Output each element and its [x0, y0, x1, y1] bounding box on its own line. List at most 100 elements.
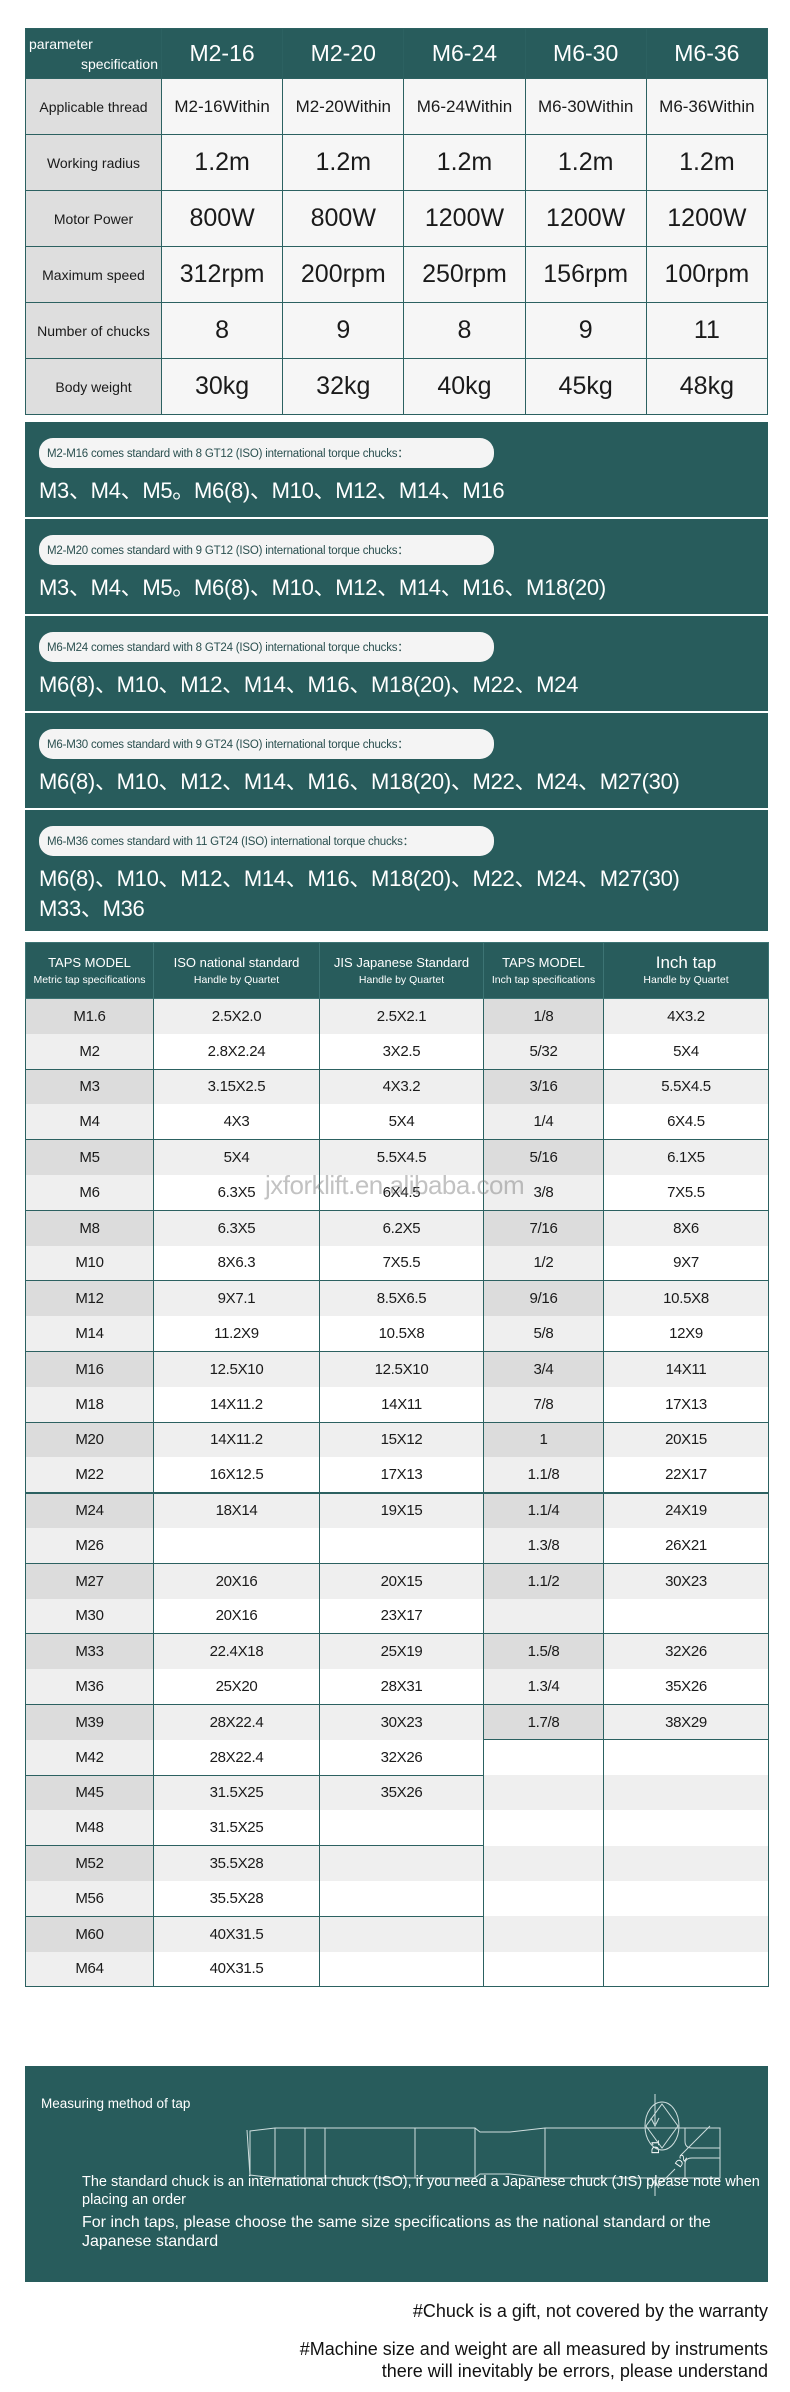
taps-row: M33 22.4X18 25X19 1.5/8 32X26 — [25, 1633, 769, 1670]
taps-cell: 2.8X2.24 — [153, 1033, 320, 1070]
spec-cell: 48kg — [645, 358, 769, 415]
spec-row: Maximum speed 312rpm 200rpm 250rpm 156rpm 100… — [25, 246, 769, 303]
taps-cell: 17X13 — [603, 1386, 769, 1423]
taps-cell: 2.5X2.0 — [153, 998, 320, 1034]
taps-cell — [483, 1810, 604, 1846]
taps-row: M2 2.8X2.24 3X2.5 5/32 5X4 — [25, 1033, 769, 1070]
taps-cell: 3X2.5 — [319, 1033, 484, 1070]
taps-row: M16 12.5X10 12.5X10 3/4 14X11 — [25, 1351, 769, 1387]
taps-header-title: ISO national standard — [173, 954, 300, 970]
d2-label: D2 — [673, 2153, 690, 2170]
taps-cell: 28X22.4 — [153, 1704, 320, 1740]
spec-row: Applicable thread M2-16Within M2-20Within M… — [25, 78, 769, 135]
taps-cell: 10.5X8 — [603, 1280, 769, 1317]
model-header: M2-20 — [282, 28, 405, 79]
taps-cell: 35.5X28 — [153, 1880, 320, 1917]
spec-cell: 100rpm — [645, 246, 769, 303]
spec-cell: M6-24Within — [403, 78, 526, 135]
taps-cell — [603, 1775, 769, 1811]
taps-cell: M27 — [25, 1563, 154, 1599]
taps-row: M39 28X22.4 30X23 1.7/8 38X29 — [25, 1704, 769, 1741]
spec-row: Body weight 30kg 32kg 40kg 45kg 48kg — [25, 358, 769, 415]
taps-cell: 4X3.2 — [603, 998, 769, 1034]
chuck-sizes: M3、M4、M5。M6(8)、M10、M12、M14、M16 — [39, 478, 505, 503]
taps-cell: 35X26 — [603, 1669, 769, 1705]
spec-cell: 40kg — [403, 358, 526, 415]
chuck-title: M6-M30 comes standard with 9 GT24 (ISO) … — [39, 729, 494, 759]
taps-cell: M42 — [25, 1739, 154, 1776]
spec-row: Number of chucks 8 9 8 9 11 — [25, 302, 769, 359]
taps-cell: 8.5X6.5 — [319, 1280, 484, 1317]
taps-cell: M1.6 — [25, 998, 154, 1034]
spec-cell: 1.2m — [160, 134, 284, 191]
taps-cell: 1.3/4 — [483, 1669, 604, 1705]
chuck-title: M2-M20 comes standard with 9 GT12 (ISO) … — [39, 535, 494, 565]
taps-cell: 1.1/2 — [483, 1563, 604, 1599]
taps-cell: 1.1/4 — [483, 1492, 604, 1528]
taps-cell: 3/8 — [483, 1174, 604, 1211]
taps-cell: 5X4 — [319, 1104, 484, 1141]
spec-row-label: Maximum speed — [25, 246, 162, 303]
taps-row: M12 9X7.1 8.5X6.5 9/16 10.5X8 — [25, 1280, 769, 1317]
taps-cell: 6.2X5 — [319, 1210, 484, 1246]
spec-table: parameter specification M2-16 M2-20 M6-24 M… — [25, 28, 769, 415]
taps-cell: 40X31.5 — [153, 1951, 320, 1988]
spec-cell: 200rpm — [282, 246, 405, 303]
taps-cell: M14 — [25, 1316, 154, 1352]
taps-cell — [603, 1739, 769, 1776]
taps-cell: 5.5X4.5 — [603, 1069, 769, 1105]
taps-row: M64 40X31.5 — [25, 1951, 769, 1988]
taps-cell: M56 — [25, 1880, 154, 1917]
taps-cell: M45 — [25, 1775, 154, 1811]
d1-dimension: D1 — [650, 2094, 662, 2196]
taps-cell: 12X9 — [603, 1316, 769, 1352]
spec-cell: 1200W — [524, 190, 647, 247]
taps-cell: 5X4 — [153, 1139, 320, 1175]
taps-header-row: TAPS MODEL Metric tap specifications ISO n… — [25, 942, 769, 999]
taps-cell: 14X11.2 — [153, 1386, 320, 1423]
taps-header-subtitle: Handle by Quartet — [643, 973, 729, 986]
spec-cell: 32kg — [282, 358, 405, 415]
taps-cell: 3/16 — [483, 1069, 604, 1105]
taps-header: ISO national standard Handle by Quartet — [153, 942, 320, 999]
taps-header: TAPS MODEL Inch tap specifications — [483, 942, 604, 999]
taps-cell: 9/16 — [483, 1280, 604, 1317]
spec-cell: 9 — [282, 302, 405, 359]
taps-cell: 1.1/8 — [483, 1457, 604, 1494]
taps-cell: 35X26 — [319, 1775, 484, 1811]
taps-header-subtitle: Inch tap specifications — [491, 973, 596, 986]
taps-cell: 30X23 — [603, 1563, 769, 1599]
taps-row: M6 6.3X5 6X4.5 3/8 7X5.5 — [25, 1174, 769, 1211]
taps-cell: 14X11 — [603, 1351, 769, 1387]
taps-cell: M10 — [25, 1245, 154, 1282]
taps-row: M4 4X3 5X4 1/4 6X4.5 — [25, 1104, 769, 1141]
spec-cell: M2-20Within — [282, 78, 405, 135]
taps-cell: 12.5X10 — [153, 1351, 320, 1387]
taps-row: M27 20X16 20X15 1.1/2 30X23 — [25, 1563, 769, 1599]
taps-row: M52 35.5X28 — [25, 1845, 769, 1881]
taps-cell: M36 — [25, 1669, 154, 1705]
spec-cell: 9 — [524, 302, 647, 359]
taps-table: TAPS MODEL Metric tap specifications ISO n… — [25, 942, 769, 1988]
spec-cell: 45kg — [524, 358, 647, 415]
note-inch-taps: For inch taps, please choose the same si… — [82, 2214, 711, 2250]
taps-cell — [483, 1598, 604, 1635]
taps-row: M8 6.3X5 6.2X5 7/16 8X6 — [25, 1210, 769, 1246]
taps-row: M22 16X12.5 17X13 1.1/8 22X17 — [25, 1457, 769, 1494]
spec-row-label: Number of chucks — [25, 302, 162, 359]
taps-cell: 17X13 — [319, 1457, 484, 1494]
spec-row: Working radius 1.2m 1.2m 1.2m 1.2m 1.2m — [25, 134, 769, 191]
chuck-block: M2-M20 comes standard with 9 GT12 (ISO) … — [25, 519, 768, 616]
taps-cell — [319, 1951, 484, 1988]
taps-row: M20 14X11.2 15X12 1 20X15 — [25, 1422, 769, 1458]
taps-header-subtitle: Handle by Quartet — [358, 973, 445, 986]
taps-cell: 25X20 — [153, 1669, 320, 1705]
spec-cell: 800W — [282, 190, 405, 247]
taps-cell: 32X26 — [603, 1633, 769, 1670]
measuring-panel: Measuring method of tap D1 D2 The standa… — [25, 2066, 768, 2282]
taps-cell: 35.5X28 — [153, 1845, 320, 1881]
model-header: M6-36 — [645, 28, 769, 79]
spec-row-label: Body weight — [25, 358, 162, 415]
spec-cell: 1.2m — [524, 134, 647, 191]
model-header: M2-16 — [160, 28, 284, 79]
